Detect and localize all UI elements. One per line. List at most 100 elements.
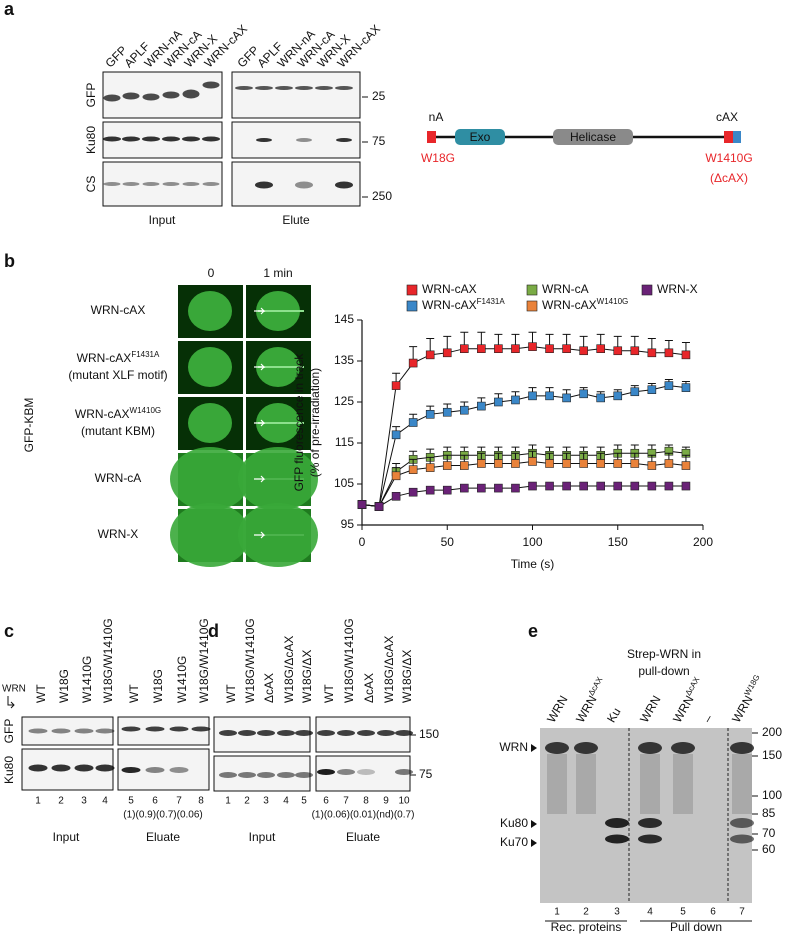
row-label: WRN-X xyxy=(98,527,139,541)
superscript: ΔcAX xyxy=(586,675,604,697)
lane-label: W18G xyxy=(151,669,165,703)
y-tick-label: 105 xyxy=(334,476,354,490)
group-label: Input xyxy=(149,213,176,227)
band xyxy=(191,726,211,732)
band xyxy=(74,764,94,772)
size-marker: 150 xyxy=(762,748,782,762)
legend-label: WRN-cAXW1410G xyxy=(542,297,628,313)
group-label: Elute xyxy=(282,213,310,227)
legend-swatch xyxy=(526,300,538,312)
data-point xyxy=(494,483,503,493)
data-point xyxy=(528,457,537,466)
band xyxy=(219,730,237,736)
band xyxy=(238,772,256,778)
lane-label: W18G/W1410G xyxy=(101,618,115,703)
band xyxy=(337,769,355,775)
lane-number: 5 xyxy=(301,796,307,807)
band xyxy=(671,742,695,754)
y-tick-label: 115 xyxy=(335,435,354,449)
band-label: Ku70 xyxy=(500,835,528,849)
data-point xyxy=(477,344,486,354)
data-point xyxy=(596,393,606,403)
lane-number: 4 xyxy=(102,796,108,807)
band xyxy=(730,742,754,754)
gel xyxy=(540,728,752,903)
band xyxy=(121,726,141,732)
smear xyxy=(547,754,567,814)
row-label: WRN-cAXW1410G xyxy=(75,406,161,422)
panel-letter: a xyxy=(4,0,15,19)
data-point xyxy=(494,397,503,407)
lane-number: 3 xyxy=(81,796,87,807)
group-label: Pull down xyxy=(670,920,722,934)
data-point xyxy=(630,346,640,356)
band xyxy=(395,730,413,736)
band xyxy=(315,86,333,90)
lane-label: WT xyxy=(34,684,48,703)
lane-label: W18G/W1410G xyxy=(243,618,257,703)
band xyxy=(730,818,754,828)
data-point xyxy=(596,481,606,491)
superscript: F1431A xyxy=(131,350,160,359)
band xyxy=(182,136,200,142)
label-text: – xyxy=(700,712,716,725)
data-point xyxy=(681,383,691,392)
motif-label: cAX xyxy=(716,110,738,124)
data-point xyxy=(579,346,588,356)
group-label: Input xyxy=(249,830,276,844)
size-marker: 25 xyxy=(372,89,386,103)
legend-swatch xyxy=(526,284,538,296)
deletion-label: (ΔcAX) xyxy=(710,171,748,185)
band xyxy=(28,728,48,734)
domain-label: Exo xyxy=(470,130,491,144)
data-point xyxy=(425,409,435,419)
band xyxy=(377,730,395,736)
band xyxy=(142,182,160,186)
band xyxy=(202,136,220,142)
nucleus xyxy=(170,447,250,511)
band xyxy=(257,730,275,736)
data-point xyxy=(494,344,503,354)
smear xyxy=(640,754,660,814)
panel-letter: b xyxy=(4,251,15,271)
band xyxy=(336,138,352,142)
data-point xyxy=(647,348,657,358)
data-point xyxy=(596,459,606,468)
lane-label: WRN xyxy=(637,693,663,725)
lane-number: 7 xyxy=(343,796,349,807)
label-text: WRN-cAX xyxy=(422,282,477,296)
motif-label: nA xyxy=(429,110,444,124)
data-point xyxy=(664,348,674,358)
arrow xyxy=(254,419,266,427)
band xyxy=(605,834,629,844)
data-point xyxy=(647,385,657,395)
band xyxy=(277,772,295,778)
data-point xyxy=(613,459,623,468)
lane-label: W18G/W1410G xyxy=(197,618,211,703)
data-point xyxy=(579,389,588,399)
data-point xyxy=(477,459,486,468)
label-text: WRN-cAX xyxy=(75,407,130,421)
band xyxy=(51,728,71,734)
nucleus xyxy=(170,503,250,567)
row-label: WRN-cAXF1431A xyxy=(77,350,160,366)
band xyxy=(235,86,253,90)
band xyxy=(255,86,273,90)
legend-label: WRN-cA xyxy=(542,282,589,296)
band xyxy=(296,138,312,142)
legend-swatch xyxy=(406,284,418,296)
lane-label: W18G/ΔcAX xyxy=(282,636,296,703)
header: pull-down xyxy=(638,664,689,678)
label-text: WRN xyxy=(544,693,570,725)
y-axis-title: (% of pre-irradiation) xyxy=(308,368,322,477)
band xyxy=(74,728,94,734)
lane-number: 7 xyxy=(176,796,182,807)
band xyxy=(219,772,237,778)
lane-label: W18G/ΔcAX xyxy=(382,636,396,703)
band xyxy=(277,730,295,736)
data-point xyxy=(425,463,435,472)
size-marker: 150 xyxy=(419,727,439,741)
row-label: WRN-cAX xyxy=(91,303,146,317)
band xyxy=(28,764,48,772)
superscript: W18G xyxy=(742,673,761,697)
